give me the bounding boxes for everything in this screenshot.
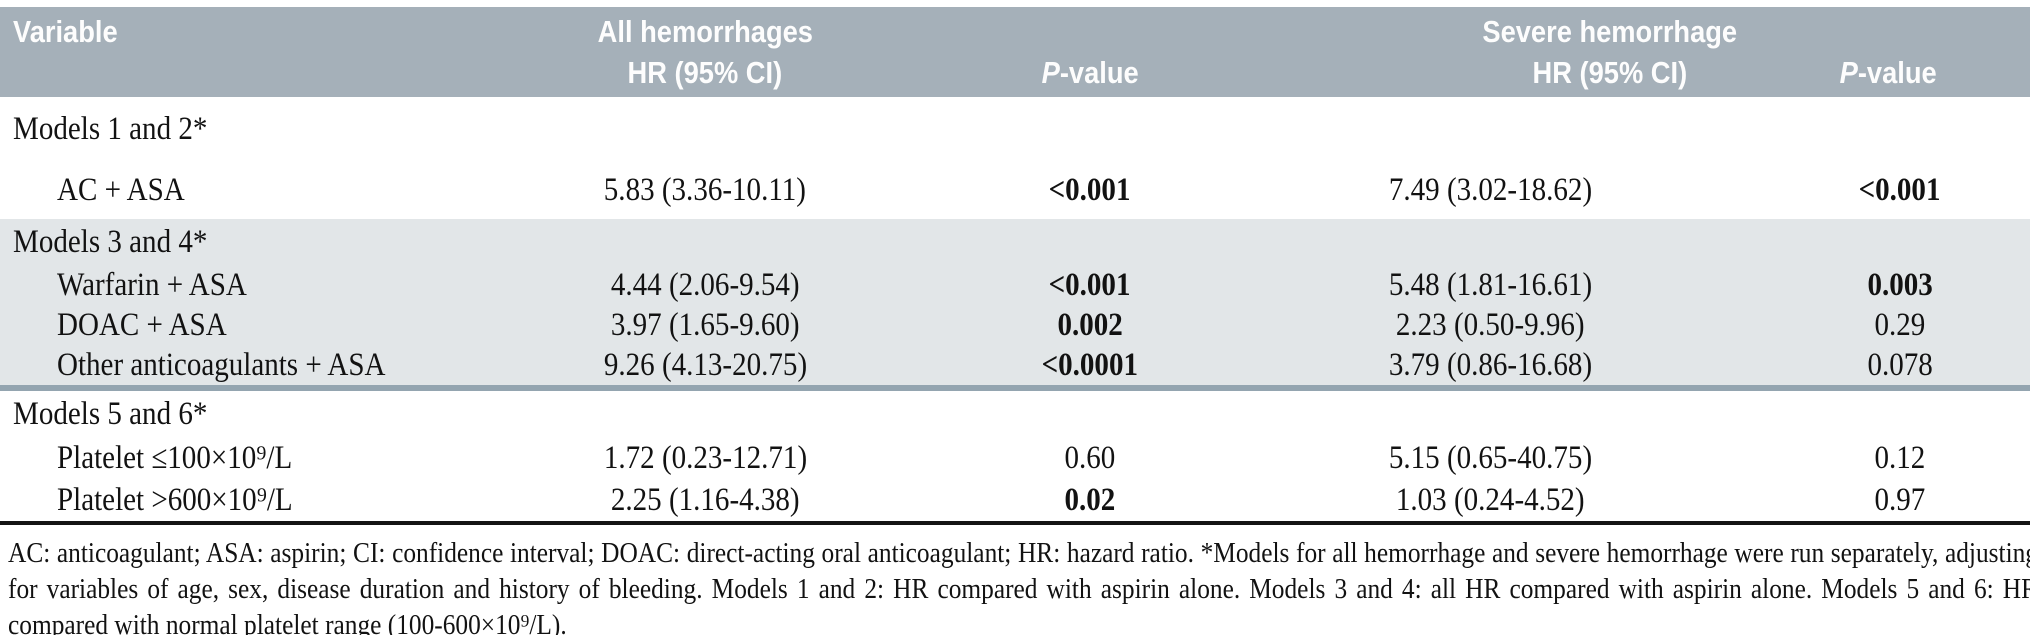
cell-severe-hemorrhage-pvalue: 0.29 xyxy=(1770,305,2030,345)
cell-all-hemorrhages-hr: 5.83 (3.36-10.11) xyxy=(440,161,970,219)
divider-line xyxy=(0,385,2030,391)
variable-label: Platelet ≤100×10⁹/L xyxy=(57,439,293,476)
section-label-cell: Models 5 and 6* xyxy=(0,391,2030,437)
severe-hemorrhage-pvalue: <0.001 xyxy=(1859,171,1941,208)
results-table: Variable All hemorrhages HR (95% CI) P-v… xyxy=(0,7,2030,525)
cell-variable: Platelet ≤100×10⁹/L xyxy=(0,437,440,479)
cell-severe-hemorrhage-hr: 7.49 (3.02-18.62) xyxy=(1210,161,1770,219)
all-hemorrhages-pvalue: 0.60 xyxy=(1064,439,1116,476)
header-text: Variable xyxy=(13,14,118,49)
section-label: Models 3 and 4* xyxy=(13,223,208,260)
severe-hemorrhage-pvalue: 0.078 xyxy=(1867,346,1933,383)
cell-severe-hemorrhage-hr: 5.48 (1.81-16.61) xyxy=(1210,265,1770,305)
cell-all-hemorrhages-hr: 9.26 (4.13-20.75) xyxy=(440,345,970,385)
table-row: Platelet >600×10⁹/L 2.25 (1.16-4.38) 0.0… xyxy=(0,479,2030,523)
section-label: Models 5 and 6* xyxy=(13,395,208,432)
cell-severe-hemorrhage-hr: 1.03 (0.24-4.52) xyxy=(1210,479,1770,523)
cell-all-hemorrhages-hr: 3.97 (1.65-9.60) xyxy=(440,305,970,345)
section-row: Models 1 and 2* xyxy=(0,97,2030,161)
cell-severe-hemorrhage-hr: 2.23 (0.50-9.96) xyxy=(1210,305,1770,345)
severe-hemorrhage-hr-value: 1.03 (0.24-4.52) xyxy=(1395,481,1585,518)
cell-variable: Warfarin + ASA xyxy=(0,265,440,305)
header-row: Variable All hemorrhages HR (95% CI) P-v… xyxy=(0,7,2030,97)
pvalue-italic-p: P xyxy=(1041,55,1060,90)
all-hemorrhages-hr-value: 1.72 (0.23-12.71) xyxy=(603,439,807,476)
cell-severe-hemorrhage-pvalue: <0.001 xyxy=(1770,161,2030,219)
header-text: HR (95% CI) xyxy=(1532,55,1688,90)
all-hemorrhages-hr-value: 9.26 (4.13-20.75) xyxy=(603,346,807,383)
col-header-pvalue-all: P-value xyxy=(970,7,1210,97)
cell-all-hemorrhages-pvalue: 0.02 xyxy=(970,479,1210,523)
severe-hemorrhage-pvalue: 0.003 xyxy=(1867,266,1933,303)
all-hemorrhages-hr-value: 2.25 (1.16-4.38) xyxy=(610,481,800,518)
cell-all-hemorrhages-pvalue: <0.001 xyxy=(970,161,1210,219)
cell-all-hemorrhages-pvalue: <0.0001 xyxy=(970,345,1210,385)
header-text: All hemorrhages xyxy=(597,14,813,49)
cell-severe-hemorrhage-pvalue: 0.078 xyxy=(1770,345,2030,385)
variable-label: Other anticoagulants + ASA xyxy=(57,346,386,383)
cell-variable: Other anticoagulants + ASA xyxy=(0,345,440,385)
all-hemorrhages-pvalue: <0.001 xyxy=(1049,266,1131,303)
pvalue-suffix: -value xyxy=(1059,55,1139,90)
table-header: Variable All hemorrhages HR (95% CI) P-v… xyxy=(0,7,2030,97)
all-hemorrhages-pvalue: <0.0001 xyxy=(1041,346,1139,383)
cell-severe-hemorrhage-hr: 5.15 (0.65-40.75) xyxy=(1210,437,1770,479)
col-header-pvalue-severe: P-value xyxy=(1770,7,2030,97)
cell-all-hemorrhages-hr: 1.72 (0.23-12.71) xyxy=(440,437,970,479)
pvalue-italic-p: P xyxy=(1839,55,1858,90)
severe-hemorrhage-pvalue: 0.29 xyxy=(1874,306,1926,343)
variable-label: Platelet >600×10⁹/L xyxy=(57,481,293,518)
severe-hemorrhage-pvalue: 0.97 xyxy=(1874,481,1926,518)
col-header-variable: Variable xyxy=(0,7,440,97)
cell-variable: DOAC + ASA xyxy=(0,305,440,345)
col-header-all-hemorrhages: All hemorrhages HR (95% CI) xyxy=(440,7,970,97)
all-hemorrhages-hr-value: 5.83 (3.36-10.11) xyxy=(603,171,807,208)
cell-all-hemorrhages-pvalue: <0.001 xyxy=(970,265,1210,305)
variable-label: Warfarin + ASA xyxy=(57,266,247,303)
cell-variable: Platelet >600×10⁹/L xyxy=(0,479,440,523)
cell-all-hemorrhages-pvalue: 0.60 xyxy=(970,437,1210,479)
variable-label: DOAC + ASA xyxy=(57,306,227,343)
table-row: AC + ASA 5.83 (3.36-10.11) <0.001 7.49 (… xyxy=(0,161,2030,219)
all-hemorrhages-pvalue: <0.001 xyxy=(1049,171,1131,208)
severe-hemorrhage-hr-value: 5.48 (1.81-16.61) xyxy=(1388,266,1592,303)
severe-hemorrhage-hr-value: 7.49 (3.02-18.62) xyxy=(1388,171,1592,208)
section-row: Models 5 and 6* xyxy=(0,391,2030,437)
severe-hemorrhage-pvalue: 0.12 xyxy=(1874,439,1926,476)
section-label-cell: Models 1 and 2* xyxy=(0,97,2030,161)
all-hemorrhages-pvalue: 0.002 xyxy=(1057,306,1123,343)
cell-severe-hemorrhage-pvalue: 0.003 xyxy=(1770,265,2030,305)
cell-severe-hemorrhage-pvalue: 0.97 xyxy=(1770,479,2030,523)
section-label-cell: Models 3 and 4* xyxy=(0,219,2030,265)
cell-all-hemorrhages-pvalue: 0.002 xyxy=(970,305,1210,345)
section-divider xyxy=(0,385,2030,391)
section-row: Models 3 and 4* xyxy=(0,219,2030,265)
table-row: Other anticoagulants + ASA 9.26 (4.13-20… xyxy=(0,345,2030,385)
header-text: HR (95% CI) xyxy=(627,55,783,90)
cell-all-hemorrhages-hr: 4.44 (2.06-9.54) xyxy=(440,265,970,305)
table-row: Warfarin + ASA 4.44 (2.06-9.54) <0.001 5… xyxy=(0,265,2030,305)
table-row: Platelet ≤100×10⁹/L 1.72 (0.23-12.71) 0.… xyxy=(0,437,2030,479)
table-footnote: AC: anticoagulant; ASA: aspirin; CI: con… xyxy=(8,537,2030,635)
all-hemorrhages-hr-value: 4.44 (2.06-9.54) xyxy=(610,266,800,303)
cell-all-hemorrhages-hr: 2.25 (1.16-4.38) xyxy=(440,479,970,523)
header-text: P-value xyxy=(1839,52,1936,93)
variable-label: AC + ASA xyxy=(57,171,185,208)
severe-hemorrhage-hr-value: 3.79 (0.86-16.68) xyxy=(1388,346,1592,383)
section-label: Models 1 and 2* xyxy=(13,110,208,147)
all-hemorrhages-pvalue: 0.02 xyxy=(1064,481,1116,518)
cell-severe-hemorrhage-pvalue: 0.12 xyxy=(1770,437,2030,479)
table-body: Models 1 and 2* AC + ASA 5.83 (3.36-10.1… xyxy=(0,97,2030,523)
cell-variable: AC + ASA xyxy=(0,161,440,219)
table-row: DOAC + ASA 3.97 (1.65-9.60) 0.002 2.23 (… xyxy=(0,305,2030,345)
header-text: Severe hemorrhage xyxy=(1482,14,1738,49)
header-text: P-value xyxy=(1041,52,1138,93)
col-header-severe-hemorrhage: Severe hemorrhage HR (95% CI) xyxy=(1210,7,1770,97)
severe-hemorrhage-hr-value: 5.15 (0.65-40.75) xyxy=(1388,439,1592,476)
cell-severe-hemorrhage-hr: 3.79 (0.86-16.68) xyxy=(1210,345,1770,385)
severe-hemorrhage-hr-value: 2.23 (0.50-9.96) xyxy=(1395,306,1585,343)
pvalue-suffix: -value xyxy=(1857,55,1937,90)
all-hemorrhages-hr-value: 3.97 (1.65-9.60) xyxy=(610,306,800,343)
